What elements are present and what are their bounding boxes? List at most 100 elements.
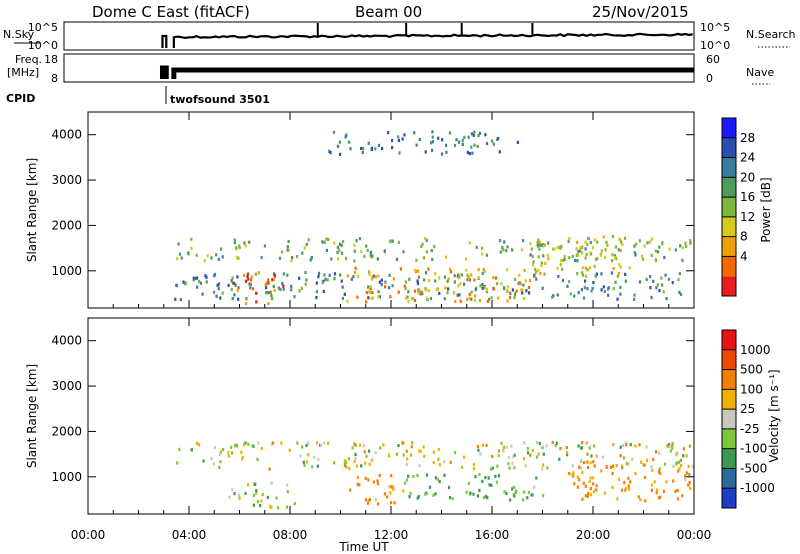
velocity-cell-2-10 <box>376 502 380 506</box>
power-cell-3-97 <box>392 277 395 281</box>
velocity-cell-0-104 <box>477 448 480 452</box>
velocity-cell-0-12 <box>432 450 436 454</box>
velocity-cell-0-183 <box>316 464 319 468</box>
velocity-cell-0-31 <box>198 443 201 447</box>
power-cell-5-32 <box>345 133 348 137</box>
power-cell-1-38 <box>380 283 383 287</box>
power-cell-1-7 <box>434 279 437 283</box>
velocity-cell-0-105 <box>315 441 319 445</box>
power-cell-5-10 <box>476 144 479 148</box>
velocity-cell-0-6 <box>355 464 358 468</box>
velocity-cell-0-69 <box>437 447 440 452</box>
velocity-cell-0-146 <box>481 443 485 447</box>
power-cell-1-192 <box>282 287 285 291</box>
velocity-cell-4-53 <box>677 469 680 473</box>
vel-cbar-label-3: 25 <box>740 402 755 416</box>
velocity-cell-1-10 <box>275 496 278 500</box>
velocity-cell-0-207 <box>410 453 413 457</box>
power-cell-5-53 <box>431 135 434 139</box>
power-cell-1-131 <box>326 278 329 282</box>
power-cell-3-12 <box>459 282 462 286</box>
velocity-cell-0-25 <box>402 453 405 457</box>
velocity-cell-2-6 <box>366 501 370 505</box>
velocity-cell-0-124 <box>654 450 658 454</box>
power-cell-5-63 <box>370 147 373 152</box>
power-cell-1-206 <box>456 293 459 297</box>
power-cell-0-132 <box>503 240 506 244</box>
velocity-cell-4-76 <box>665 480 668 484</box>
velocity-cell-3-38 <box>513 485 516 489</box>
power-cell-1-3 <box>317 275 320 279</box>
power-cell-1-112 <box>619 285 622 289</box>
velocity-cell-4-81 <box>581 471 584 475</box>
power-cell-3-65 <box>427 267 430 271</box>
velocity-cell-3-26 <box>523 490 526 494</box>
power-cell-1-127 <box>324 277 327 281</box>
power-cell-3-77 <box>465 268 468 272</box>
power-cell-1-62 <box>212 290 216 294</box>
xtick-label-5: 20:00 <box>576 528 611 542</box>
power-cell-0-75 <box>215 253 218 257</box>
velocity-cell-4-49 <box>684 474 687 478</box>
velocity-cell-0-11 <box>668 443 671 447</box>
power-cell-5-1 <box>455 138 458 142</box>
power-cell-4-40 <box>606 243 609 247</box>
power-cell-0-38 <box>342 240 345 244</box>
power-cell-0-163 <box>650 253 653 257</box>
power-cell-5-35 <box>332 130 336 134</box>
velocity-cell-4-28 <box>576 485 579 489</box>
power-cell-1-167 <box>490 296 493 300</box>
velocity-cell-0-117 <box>311 465 314 469</box>
velocity-cell-1-18 <box>244 491 247 496</box>
velocity-ytick-label-2: 2000 <box>51 424 82 438</box>
power-cell-1-33 <box>231 276 234 280</box>
velocity-cell-1-24 <box>254 482 257 486</box>
power-cell-3-94 <box>518 281 521 285</box>
power-cell-2-18 <box>236 288 239 292</box>
power-cell-1-21 <box>552 294 555 298</box>
velocity-cell-3-36 <box>474 475 477 479</box>
power-cell-0-32 <box>465 257 468 261</box>
power-cell-1-204 <box>561 278 564 283</box>
velocity-cell-0-103 <box>621 443 625 447</box>
velocity-cell-3-52 <box>425 473 428 477</box>
xtick-label-6: 00:00 <box>677 528 712 542</box>
power-cell-1-200 <box>254 272 257 276</box>
velocity-cell-0-35 <box>565 445 568 450</box>
velocity-frame <box>87 317 695 515</box>
power-cell-4-19 <box>584 240 587 244</box>
power-cell-1-133 <box>594 274 597 278</box>
power-cell-5-15 <box>440 152 444 156</box>
power-cell-1-124 <box>290 288 293 292</box>
velocity-cell-0-123 <box>463 455 466 459</box>
power-cell-1-203 <box>677 278 680 282</box>
velocity-cell-0-55 <box>479 452 482 456</box>
power-cell-0-106 <box>640 254 644 258</box>
power-cell-4-36 <box>618 237 621 241</box>
power-cell-0-127 <box>336 245 339 249</box>
power-cell-1-172 <box>566 284 569 288</box>
velocity-cell-2-22 <box>383 492 386 496</box>
cpid-label: CPID <box>6 92 35 105</box>
velocity-yticks: 4000 3000 2000 1000 <box>51 334 694 484</box>
power-cell-1-68 <box>645 277 648 281</box>
velocity-cell-3-29 <box>542 494 545 498</box>
power-cell-1-187 <box>270 297 273 301</box>
velocity-cell-0-182 <box>247 442 250 446</box>
power-cell-1-212 <box>321 281 324 285</box>
power-cell-0-114 <box>589 240 592 245</box>
power-cell-1-224 <box>298 276 301 280</box>
power-cell-1-160 <box>416 279 419 283</box>
power-cell-0-41 <box>291 256 294 260</box>
velocity-colorbar-label: Velocity [m s⁻¹] <box>767 369 781 462</box>
power-cell-1-161 <box>248 282 251 286</box>
power-cell-1-74 <box>341 285 344 289</box>
power-cell-0-65 <box>415 258 418 262</box>
power-cell-4-22 <box>612 267 615 271</box>
velocity-cell-0-57 <box>586 460 589 464</box>
velocity-cell-0-99 <box>536 440 539 445</box>
power-cell-3-62 <box>389 295 392 299</box>
velocity-cell-3-15 <box>509 498 512 502</box>
velocity-cell-4-60 <box>639 498 642 502</box>
power-cell-0-22 <box>481 252 484 256</box>
